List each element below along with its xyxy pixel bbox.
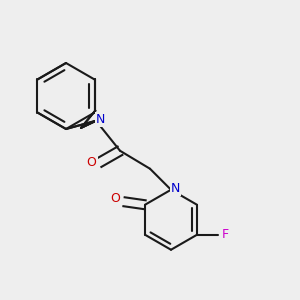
Text: N: N [171, 182, 180, 195]
Text: O: O [110, 192, 120, 205]
Text: O: O [87, 156, 96, 169]
Text: N: N [96, 113, 105, 126]
Text: F: F [222, 228, 229, 241]
